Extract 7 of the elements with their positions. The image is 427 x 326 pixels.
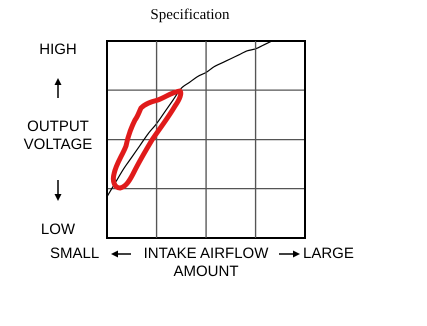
text: SMALL — [50, 245, 100, 263]
text: LOW — [40, 221, 76, 239]
chart-title: Specification — [149, 6, 231, 24]
x-axis-title: INTAKE AIRFLOW AMOUNT — [142, 245, 270, 281]
text: LARGE — [303, 245, 354, 263]
y-axis-title: OUTPUT VOLTAGE — [22, 118, 94, 154]
text: HIGH — [38, 41, 78, 59]
